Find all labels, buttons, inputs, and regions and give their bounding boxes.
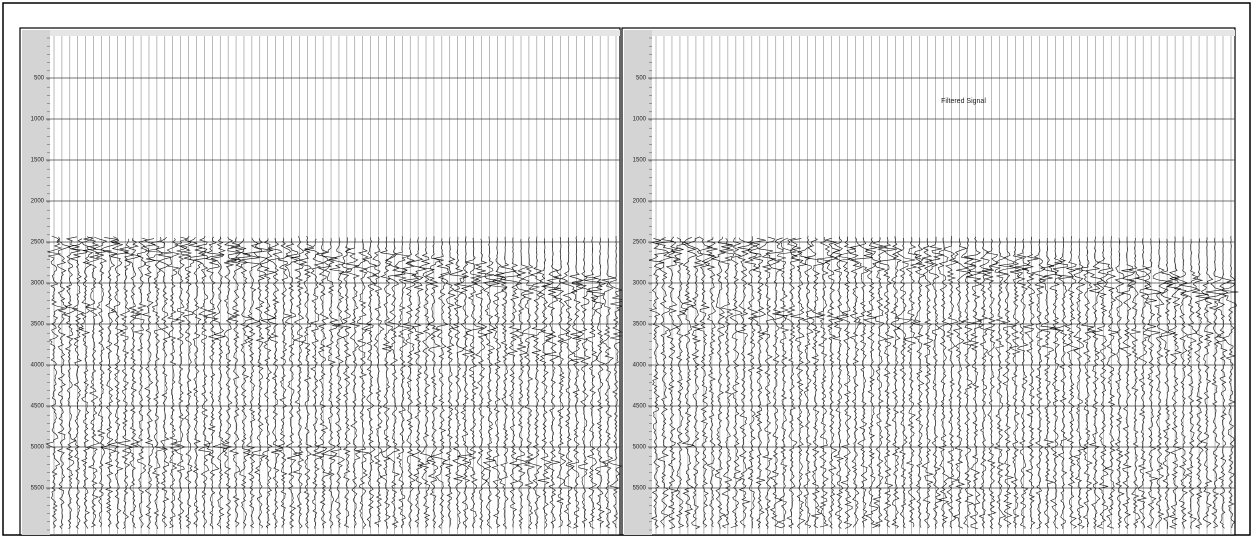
y-tick-label: 3000: [633, 281, 647, 287]
y-tick-label: 3500: [633, 322, 647, 328]
y-tick-label: 1000: [633, 117, 647, 123]
top-strip: [50, 30, 620, 36]
y-tick-label: 2000: [633, 199, 647, 205]
seismic-panel: 500 1000 1500 2000 2500 3000 3500 4000 4500 5000 5…: [20, 28, 625, 535]
y-tick-label: 4000: [31, 363, 45, 369]
annotation: Filtered Signal: [941, 98, 986, 105]
y-tick-label: 3000: [31, 281, 45, 287]
y-tick-label: 3500: [31, 322, 45, 328]
y-tick-label: 1000: [31, 117, 45, 123]
seismic-panel: 500 1000 1500 2000 2500 3000 3500 4000 4500 5000 5…: [622, 28, 1239, 535]
y-tick-label: 500: [34, 76, 45, 82]
y-tick-label: 2500: [31, 240, 45, 246]
y-tick-label: 4500: [633, 404, 647, 410]
y-tick-label: 500: [636, 76, 647, 82]
top-strip: [652, 30, 1235, 36]
screen: 500 1000 1500 2000 2500 3000 3500 4000 4500 5000 5…: [0, 0, 1259, 539]
y-tick-label: 5000: [633, 445, 647, 451]
y-tick-label: 5000: [31, 445, 45, 451]
y-tick-label: 5500: [633, 486, 647, 492]
y-tick-label: 2500: [633, 240, 647, 246]
y-tick-label: 5500: [31, 486, 45, 492]
y-tick-label: 4500: [31, 404, 45, 410]
y-tick-label: 1500: [31, 158, 45, 164]
y-tick-label: 1500: [633, 158, 647, 164]
y-tick-label: 2000: [31, 199, 45, 205]
y-tick-label: 4000: [633, 363, 647, 369]
